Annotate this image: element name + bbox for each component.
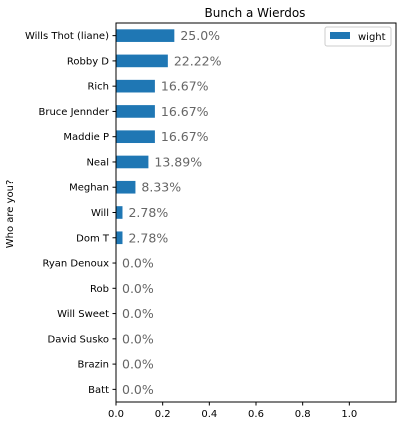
legend: wight xyxy=(324,26,392,47)
data-label: 0.0% xyxy=(122,331,154,346)
y-tick-label: Rob xyxy=(90,284,109,295)
x-tick-label: 0.2 xyxy=(155,409,171,420)
x-tick-label: 1.0 xyxy=(341,409,357,420)
y-tick-label: Brazin xyxy=(78,360,109,371)
data-label: 13.89% xyxy=(154,154,202,169)
data-label: 0.0% xyxy=(122,306,154,321)
x-tick-label: 0.8 xyxy=(295,409,311,420)
data-label: 0.0% xyxy=(122,281,154,296)
data-label: 2.78% xyxy=(128,230,168,245)
bar xyxy=(116,206,123,219)
data-label: 22.22% xyxy=(174,53,222,68)
x-tick-label: 0.4 xyxy=(201,409,217,420)
y-tick-label: Batt xyxy=(88,385,109,396)
bar xyxy=(116,29,175,42)
y-tick-label: Neal xyxy=(86,157,109,168)
x-tick-label: 0.6 xyxy=(248,409,264,420)
plot-frame xyxy=(115,22,397,403)
data-label: 0.0% xyxy=(122,357,154,372)
data-label: 16.67% xyxy=(161,129,209,144)
y-tick-label: Meghan xyxy=(69,183,109,194)
data-label: 25.0% xyxy=(180,28,220,43)
y-tick-label: Dom T xyxy=(76,233,110,244)
bar xyxy=(116,105,155,118)
data-label: 16.67% xyxy=(161,104,209,119)
bar xyxy=(116,155,149,169)
y-tick-label: David Susko xyxy=(48,334,110,345)
data-label: 16.67% xyxy=(161,79,209,94)
y-tick-label: Will Sweet xyxy=(57,309,109,320)
legend-swatch xyxy=(330,32,350,39)
legend-label: wight xyxy=(358,32,386,43)
y-tick-label: Bruce Jennder xyxy=(38,107,109,118)
data-label: 0.0% xyxy=(122,382,154,397)
y-tick-label: Ryan Denoux xyxy=(42,259,109,270)
bar xyxy=(116,180,136,194)
y-tick-label: Rich xyxy=(87,82,109,93)
y-tick-label: Maddie P xyxy=(63,132,109,143)
y-tick-label: Wills Thot (liane) xyxy=(25,31,109,42)
y-axis-label: Who are you? xyxy=(5,180,16,249)
chart-title: Bunch a Wierdos xyxy=(205,6,306,20)
data-label: 0.0% xyxy=(122,256,154,271)
data-label: 2.78% xyxy=(128,205,168,220)
bar xyxy=(116,54,168,68)
data-label: 8.33% xyxy=(141,180,181,195)
bar xyxy=(116,231,123,245)
x-tick-label: 0.0 xyxy=(108,409,124,420)
y-tick-label: Robby D xyxy=(67,56,109,67)
bar xyxy=(116,79,155,93)
y-tick-label: Will xyxy=(91,208,109,219)
bar xyxy=(116,130,155,144)
legend-box xyxy=(324,26,392,47)
